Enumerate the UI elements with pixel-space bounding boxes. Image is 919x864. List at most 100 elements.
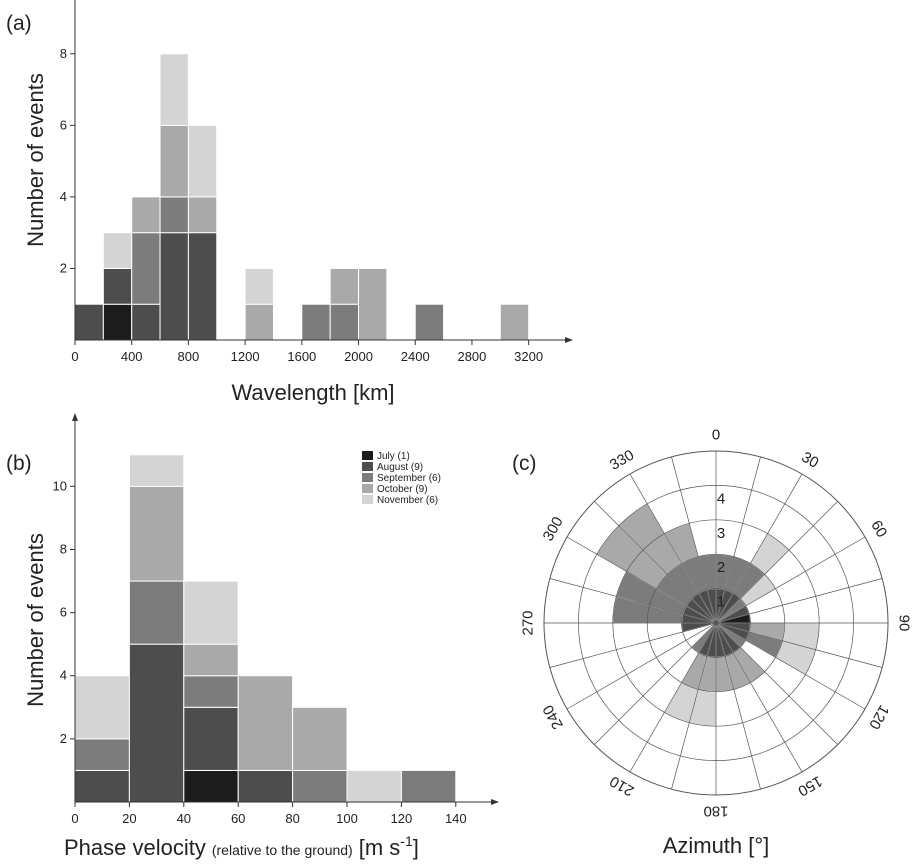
x-tick-label: 40: [177, 811, 191, 826]
bar-a-1200-october: [244, 303, 274, 341]
x-tick-label: 1600: [287, 349, 316, 364]
angle-tick-label: 90: [896, 615, 913, 632]
bar-b-20-october: [128, 485, 185, 582]
bar-a-200-august: [102, 267, 133, 305]
radial-gridline: [549, 578, 717, 624]
bar-a-800-november: [187, 124, 218, 198]
bar-b-40-september: [183, 675, 239, 708]
radial-gridline: [715, 456, 761, 624]
radial-gridline: [671, 622, 717, 790]
bar-b-40-july: [183, 769, 239, 803]
radial-gridline: [566, 622, 717, 710]
radial-gridline: [715, 622, 838, 745]
x-tick-label: 140: [445, 811, 467, 826]
bar-a-1200-november: [244, 267, 274, 305]
x-axis-label-main: Phase velocity: [64, 835, 206, 860]
radial-gridline: [715, 622, 803, 773]
radial-gridline: [566, 536, 717, 624]
ring-gridline: [681, 588, 751, 658]
y-tick-label: 8: [60, 541, 67, 556]
y-tick-label: 2: [60, 731, 67, 746]
bar-a-600-november: [159, 53, 189, 126]
bar-a-200-november: [102, 232, 133, 269]
bar-a-0-august: [74, 303, 104, 341]
radial-gridline: [715, 622, 866, 710]
x-tick-label: 400: [121, 349, 143, 364]
bar-a-1800-october: [329, 267, 360, 305]
x-axis-label: Azimuth [°]: [663, 833, 770, 858]
radial-gridline: [715, 473, 803, 624]
x-axis-label-unit-end: ]: [413, 835, 419, 860]
legend: July (1)August (9)September (6)October (…: [362, 451, 441, 506]
axes: 0 20 40 60 80 100 120 140 2 4 6 8 10: [53, 413, 499, 826]
legend-label-july: July (1): [377, 451, 410, 462]
bar-a-400-august: [131, 303, 161, 341]
ring-gridline: [612, 519, 820, 727]
x-tick-label: 20: [122, 811, 136, 826]
bar-b-20-august: [128, 643, 185, 803]
x-tick-label: 80: [285, 811, 299, 826]
radial-gridline: [671, 456, 717, 624]
radial-gridline: [629, 622, 717, 773]
legend-swatch-august: [362, 462, 373, 471]
bar-a-1800-september: [329, 303, 360, 341]
radial-gridline: [629, 473, 717, 624]
bar-b-0-november: [74, 675, 130, 740]
angle-tick-label: 60: [867, 518, 890, 541]
radial-gridline: [594, 501, 717, 624]
ring-gridline: [646, 553, 786, 693]
x-tick-label: 2000: [344, 349, 373, 364]
x-tick-label: 1200: [231, 349, 260, 364]
bar-b-0-september: [74, 738, 130, 771]
y-tick-label: 4: [60, 189, 67, 204]
angle-tick-label: 0: [712, 427, 720, 444]
y-tick-label: 6: [60, 117, 67, 132]
bar-a-400-september: [131, 232, 161, 305]
radial-gridline: [715, 622, 761, 790]
legend-swatch-september: [362, 473, 373, 482]
bar-a-800-august: [187, 232, 218, 341]
axes: 0 400 800 1200 1600 2000 2400 2800 3200 2 4 6 8: [60, 0, 573, 364]
x-tick-label: 800: [178, 349, 200, 364]
bar-a-600-august: [159, 232, 189, 341]
histogram-phase-velocity: (b) 0 20 40 60 80 100 120 140 2 4 6 8 10 July (1)Aug…: [6, 413, 499, 860]
x-axis-label-unit-sup: -1: [400, 833, 413, 849]
polar-grid: [543, 450, 889, 796]
x-tick-label: 2400: [401, 349, 430, 364]
y-tick-label: 4: [60, 668, 67, 683]
angle-tick-label: 240: [540, 702, 567, 732]
polar-azimuth: (c) 12340306090120150180210240270300330 …: [512, 427, 913, 859]
bar-a-200-july: [102, 303, 133, 341]
bar-b-60-october: [237, 675, 294, 771]
bar-b-100-november: [346, 769, 402, 803]
legend-swatch-november: [362, 495, 373, 504]
angle-tick-label: 330: [607, 447, 637, 474]
legend-swatch-october: [362, 484, 373, 493]
histogram-wavelength: (a) 0 400 800 1200 1600 2000 2400 2800 32002468 …: [6, 0, 573, 405]
bar-a-3000-october: [499, 303, 530, 341]
bar-b-40-august: [183, 706, 239, 771]
x-tick-label: 0: [71, 349, 78, 364]
radial-gridline: [715, 622, 883, 668]
bar-a-800-october: [187, 196, 218, 234]
bars: [74, 53, 530, 341]
panel-label-b: (b): [6, 452, 32, 475]
bar-b-120-september: [400, 769, 457, 803]
legend-swatch-july: [362, 451, 373, 460]
angle-tick-label: 300: [540, 514, 567, 544]
radial-tick-label: 2: [717, 559, 725, 576]
ring-gridline: [578, 485, 854, 761]
angle-tick-label: 210: [607, 772, 637, 799]
legend-label-august: August (9): [377, 462, 423, 473]
angle-tick-label: 120: [865, 702, 892, 732]
radial-tick-label: 4: [717, 490, 725, 507]
radial-gridline: [715, 501, 838, 624]
bars: [74, 454, 457, 803]
x-tick-label: 120: [391, 811, 413, 826]
x-tick-label: 2800: [457, 349, 486, 364]
bar-b-0-august: [74, 769, 130, 803]
panel-label-c: (c): [512, 452, 537, 475]
x-axis-arrow: [565, 337, 573, 343]
x-axis-label: Wavelength [km]: [231, 380, 394, 405]
